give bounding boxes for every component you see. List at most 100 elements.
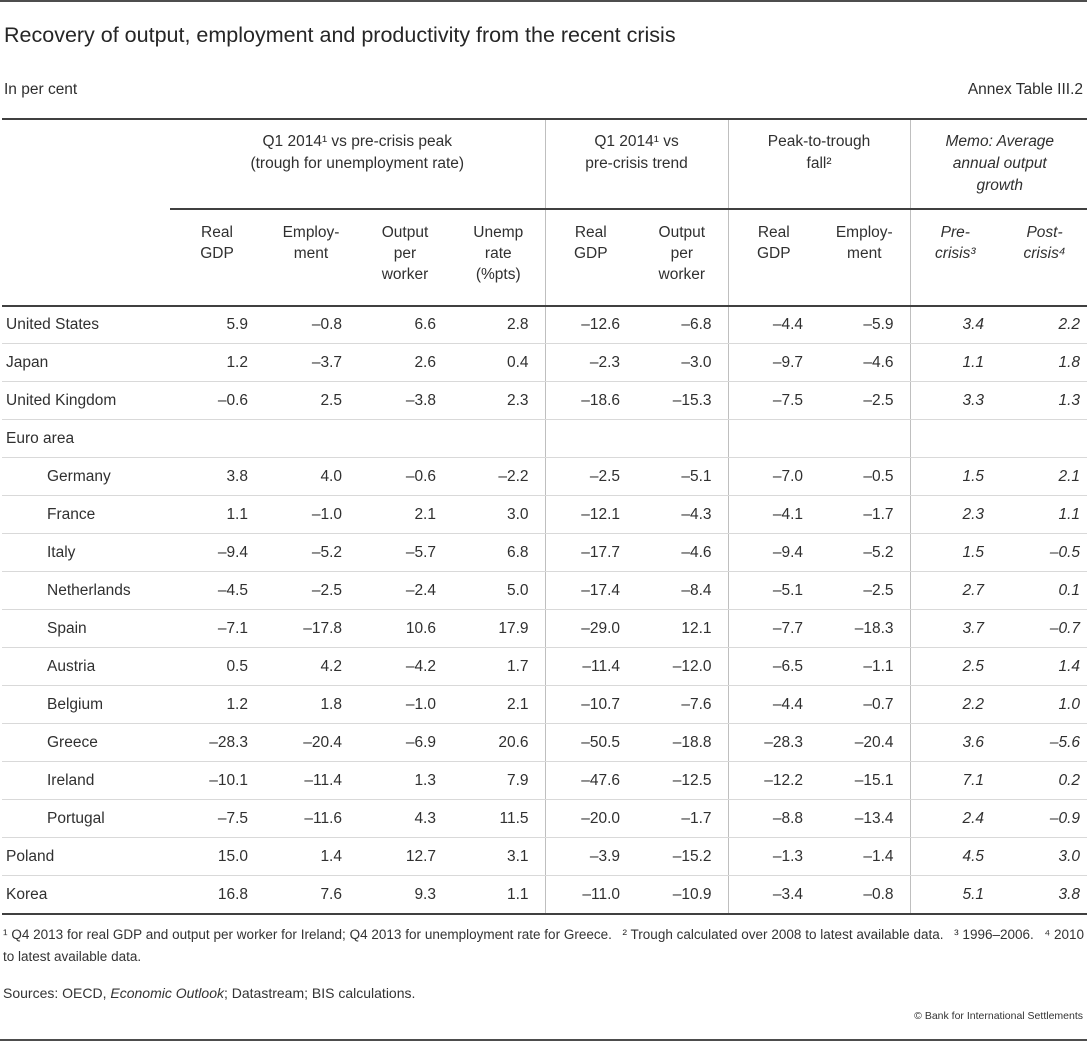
value-cell: –4.3: [636, 495, 729, 535]
column-header: Unemp rate (%pts): [452, 208, 546, 307]
value-cell: –6.8: [636, 305, 729, 345]
value-cell: 5.0: [452, 571, 546, 611]
value-cell: [636, 419, 729, 459]
value-cell: 3.3: [909, 381, 1001, 421]
value-cell: 1.2: [170, 685, 264, 725]
column-header: Real GDP: [727, 208, 820, 307]
value-cell: –2.2: [452, 457, 546, 497]
column-header: Output per worker: [358, 208, 452, 307]
value-cell: 12.7: [358, 837, 452, 877]
table-row: Japan 1.2 –3.7 2.6 0.4 –2.3 –3.0 –9.7 –4.6 1.1 1.8: [2, 343, 1087, 383]
value-cell: 4.2: [264, 647, 358, 687]
value-cell: 10.6: [358, 609, 452, 649]
value-cell: –28.3: [170, 723, 264, 763]
value-cell: –20.4: [819, 723, 911, 763]
value-cell: –4.4: [727, 305, 820, 345]
value-cell: 3.6: [909, 723, 1001, 763]
value-cell: –0.6: [170, 381, 264, 421]
value-cell: –20.0: [544, 799, 637, 839]
table-row: Ireland –10.1 –11.4 1.3 7.9 –47.6 –12.5 –12.2 –1…: [2, 761, 1087, 801]
value-cell: –5.1: [636, 457, 729, 497]
value-cell: –0.7: [819, 685, 911, 725]
value-cell: –15.3: [636, 381, 729, 421]
value-cell: –5.7: [358, 533, 452, 573]
value-cell: –13.4: [819, 799, 911, 839]
group-header: Peak-to-trough fall²: [727, 118, 911, 210]
value-cell: [819, 419, 911, 459]
value-cell: –4.2: [358, 647, 452, 687]
value-cell: –3.7: [264, 343, 358, 383]
value-cell: [264, 419, 358, 459]
value-cell: –29.0: [544, 609, 637, 649]
value-cell: 1.3: [1000, 381, 1087, 421]
value-cell: –0.8: [264, 305, 358, 345]
value-cell: –0.6: [358, 457, 452, 497]
value-cell: –6.9: [358, 723, 452, 763]
value-cell: –2.5: [264, 571, 358, 611]
value-cell: 15.0: [170, 837, 264, 877]
row-label: Portugal: [2, 799, 170, 839]
value-cell: –5.2: [264, 533, 358, 573]
value-cell: –7.7: [727, 609, 820, 649]
annex-table-label: Annex Table III.2: [967, 80, 1083, 98]
value-cell: 1.2: [170, 343, 264, 383]
sources-publication: Economic Outlook: [110, 984, 224, 1001]
value-cell: 7.9: [452, 761, 546, 801]
value-cell: 4.5: [909, 837, 1001, 877]
group-header: Memo: Average annual output growth: [909, 118, 1087, 210]
group-header: Q1 2014¹ vs pre-crisis trend: [544, 118, 729, 210]
row-label: United Kingdom: [2, 381, 170, 421]
value-cell: 1.1: [452, 875, 546, 915]
value-cell: –15.2: [636, 837, 729, 877]
value-cell: –12.0: [636, 647, 729, 687]
value-cell: –2.5: [819, 381, 911, 421]
value-cell: –3.8: [358, 381, 452, 421]
bottom-rule: [0, 1039, 1087, 1041]
row-label: Italy: [2, 533, 170, 573]
value-cell: –12.6: [544, 305, 637, 345]
value-cell: [170, 419, 264, 459]
value-cell: [727, 419, 820, 459]
value-cell: –10.1: [170, 761, 264, 801]
value-cell: [452, 419, 546, 459]
value-cell: –15.1: [819, 761, 911, 801]
value-cell: 1.4: [264, 837, 358, 877]
table-row: Greece –28.3 –20.4 –6.9 20.6 –50.5 –18.8 –28.3–…: [2, 723, 1087, 763]
value-cell: –0.5: [1000, 533, 1087, 573]
value-cell: –4.1: [727, 495, 820, 535]
value-cell: 2.3: [909, 495, 1001, 535]
value-cell: 2.1: [452, 685, 546, 725]
value-cell: [1000, 419, 1087, 459]
value-cell: 0.1: [1000, 571, 1087, 611]
page-title: Recovery of output, employment and produ…: [4, 23, 676, 47]
value-cell: 1.1: [170, 495, 264, 535]
table-row: Korea 16.8 7.6 9.3 1.1 –11.0 –10.9 –3.4 –0.8 5.1 3…: [2, 875, 1087, 915]
value-cell: –4.6: [819, 343, 911, 383]
value-cell: –47.6: [544, 761, 637, 801]
value-cell: –1.3: [727, 837, 820, 877]
table-row: United Kingdom –0.6 2.5 –3.8 2.3 –18.6 –15.3 –7…: [2, 381, 1087, 421]
value-cell: 2.3: [452, 381, 546, 421]
value-cell: 1.5: [909, 457, 1001, 497]
value-cell: 7.1: [909, 761, 1001, 801]
value-cell: –2.5: [819, 571, 911, 611]
row-label: United States: [2, 305, 170, 345]
sources-suffix: ; Datastream; BIS calculations.: [223, 984, 416, 1001]
value-cell: –6.5: [727, 647, 820, 687]
row-label: Japan: [2, 343, 170, 383]
value-cell: –3.4: [727, 875, 820, 915]
row-label: Spain: [2, 609, 170, 649]
value-cell: –11.4: [264, 761, 358, 801]
value-cell: –50.5: [544, 723, 637, 763]
value-cell: 0.4: [452, 343, 546, 383]
value-cell: 1.7: [452, 647, 546, 687]
row-label: Poland: [2, 837, 170, 877]
value-cell: [544, 419, 637, 459]
sources-prefix: Sources: OECD,: [3, 984, 111, 1001]
value-cell: 3.0: [1000, 837, 1087, 877]
value-cell: –1.1: [819, 647, 911, 687]
value-cell: 3.0: [452, 495, 546, 535]
value-cell: –7.1: [170, 609, 264, 649]
column-header: Real GDP: [544, 208, 637, 307]
table-row: Poland 15.0 1.4 12.7 3.1 –3.9 –15.2 –1.3 –1.4 4.5…: [2, 837, 1087, 877]
